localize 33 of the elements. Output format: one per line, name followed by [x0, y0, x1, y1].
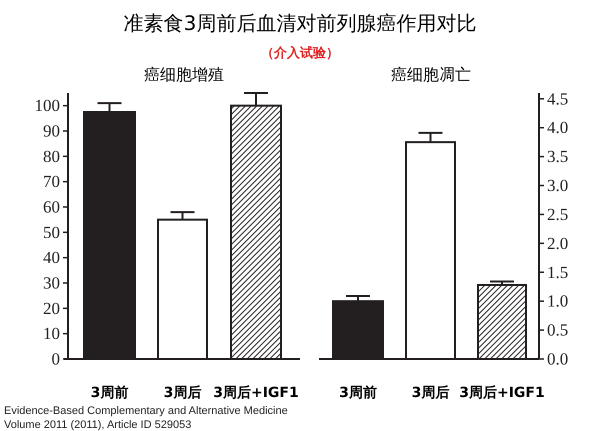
y2-tick-label: 4.5: [547, 89, 568, 108]
y2-tick-label: 3.0: [547, 176, 568, 196]
y-tick-label: 40: [43, 248, 60, 268]
y-tick-label: 0: [52, 350, 60, 368]
y2-tick-label: 3.5: [547, 147, 568, 166]
y-tick-label: 50: [43, 222, 60, 242]
x-tick-label: 3周前: [339, 385, 377, 401]
text: Volume 2011 (2011), Article ID 529053: [4, 419, 192, 431]
x-tick-label: 3周前: [90, 385, 128, 401]
chart-title: 癌细胞增殖: [144, 65, 224, 84]
x-tick-label: 3周后+IGF1: [213, 384, 299, 401]
y-tick-label: 10: [43, 324, 60, 344]
y-tick-label: 100: [34, 96, 60, 116]
x-tick-label: 3周后+IGF1: [459, 384, 545, 401]
text: 准素食3周前后血清对前列腺癌作用对比: [124, 11, 476, 35]
y2-tick-label: 0.0: [547, 350, 568, 368]
y-tick-label: 80: [43, 146, 60, 166]
y2-tick-label: 2.0: [547, 234, 568, 253]
text: Evidence-Based Complementary and Alternative Medicine: [4, 405, 288, 417]
y2-tick-label: 0.5: [547, 320, 568, 340]
y-tick-label: 60: [43, 198, 60, 216]
y2-tick-label: 4.0: [547, 118, 568, 138]
text: （介入试验）: [261, 45, 339, 61]
y-tick-label: 30: [43, 274, 60, 292]
x-tick-label: 3周后: [412, 384, 450, 401]
y2-tick-label: 2.5: [547, 204, 568, 224]
chart-title: 癌细胞凋亡: [391, 65, 471, 84]
y-tick-label: 20: [43, 298, 60, 318]
y2-tick-label: 1.5: [547, 262, 568, 282]
y2-tick-label: 1.0: [547, 292, 568, 311]
y-tick-label: 70: [43, 172, 60, 192]
x-tick-label: 3周后: [164, 384, 202, 401]
y-tick-label: 90: [43, 122, 60, 140]
